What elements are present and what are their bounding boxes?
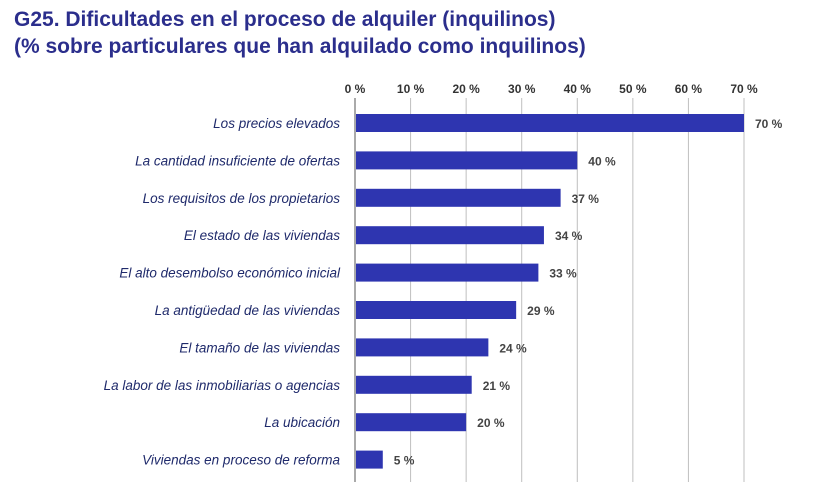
x-tick-label: 50 %: [619, 82, 647, 96]
data-label: 29 %: [527, 304, 555, 318]
chart-title-block: G25. Dificultades en el proceso de alqui…: [14, 6, 586, 60]
bar: [356, 338, 489, 357]
data-label: 21 %: [483, 379, 511, 393]
data-label: 20 %: [477, 416, 505, 430]
category-label: Los precios elevados: [213, 116, 340, 131]
data-label: 34 %: [555, 229, 583, 243]
category-label: La ubicación: [264, 415, 340, 430]
category-label: El estado de las viviendas: [184, 228, 340, 243]
category-label: Viviendas en proceso de reforma: [142, 453, 340, 468]
bar: [356, 151, 578, 170]
bar: [356, 450, 383, 469]
data-label: 40 %: [588, 154, 616, 168]
x-tick-label: 30 %: [508, 82, 536, 96]
x-tick-label: 0 %: [345, 82, 366, 96]
data-label: 24 %: [499, 341, 527, 355]
category-label: El tamaño de las viviendas: [179, 340, 340, 355]
category-label: La labor de las inmobiliarias o agencias: [104, 378, 341, 393]
category-label: La antigüedad de las viviendas: [155, 303, 341, 318]
x-tick-label: 60 %: [675, 82, 703, 96]
bar: [356, 226, 544, 245]
category-label: Los requisitos de los propietarios: [143, 191, 341, 206]
bar: [356, 263, 539, 282]
chart-title: G25. Dificultades en el proceso de alqui…: [14, 8, 556, 31]
data-label: 33 %: [549, 267, 577, 281]
bar: [356, 413, 467, 432]
x-tick-label: 20 %: [452, 82, 480, 96]
x-tick-label: 40 %: [564, 82, 592, 96]
bar: [356, 375, 472, 394]
bar: [356, 188, 561, 207]
bar: [356, 301, 517, 319]
category-label: El alto desembolso económico inicial: [119, 266, 341, 281]
x-tick-label: 10 %: [397, 82, 425, 96]
category-label: La cantidad insuficiente de ofertas: [135, 153, 340, 168]
chart-subtitle: (% sobre particulares que han alquilado …: [14, 35, 586, 58]
bar: [356, 114, 744, 132]
data-label: 5 %: [394, 454, 415, 468]
data-label: 37 %: [572, 192, 600, 206]
x-tick-label: 70 %: [730, 82, 758, 96]
data-label: 70 %: [755, 117, 783, 131]
